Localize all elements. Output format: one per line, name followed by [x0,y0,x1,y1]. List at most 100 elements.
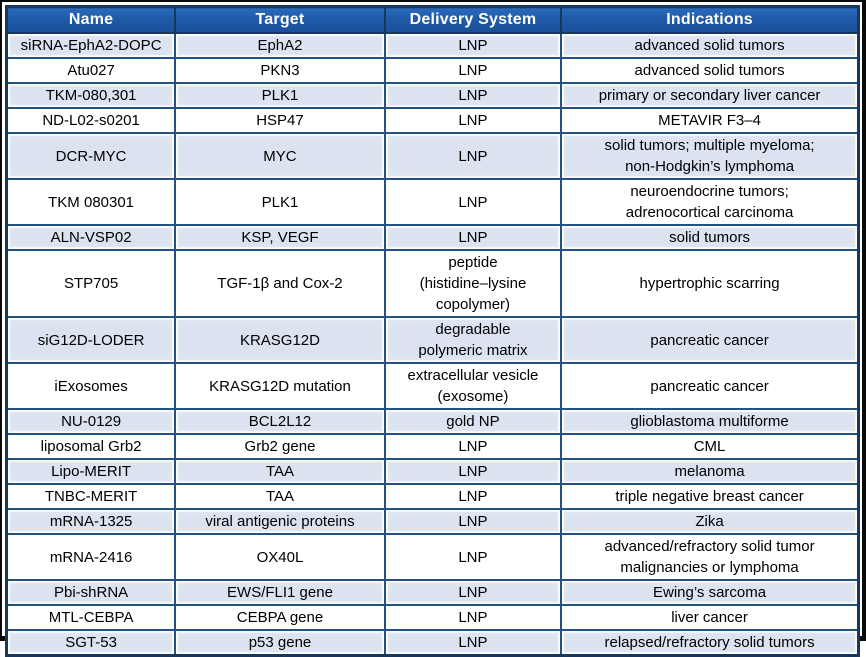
cell-delivery-text: extracellular vesicle (exosome) [386,365,560,407]
table-cell-target: TAA [174,483,386,510]
table-cell-target: Grb2 gene [174,433,386,460]
cell-delivery-text: LNP [386,582,560,603]
cell-delivery-text: gold NP [386,411,560,432]
cell-target-text: CEBPA gene [177,607,383,628]
header-row: Name Target Delivery System Indications [5,5,860,34]
table-cell-indications: advanced/refractory solid tumor malignan… [560,533,860,581]
table-cell-target: TAA [174,458,386,485]
table-cell-target: BCL2L12 [174,408,386,435]
table-cell-delivery: gold NP [383,408,563,435]
table-cell-name: STP705 [5,249,177,318]
cell-target-text: EphA2 [177,35,383,56]
table-cell-target: PLK1 [174,178,386,226]
cell-indications-text: Zika [563,511,856,532]
cell-indications-text: pancreatic cancer [563,365,856,407]
cell-delivery-text: LNP [386,85,560,106]
table-cell-target: EphA2 [174,32,386,59]
cell-target-text: PLK1 [177,181,383,223]
table-cell-target: CEBPA gene [174,604,386,631]
table-cell-target: MYC [174,132,386,180]
table-cell-name: TNBC-MERIT [5,483,177,510]
table-cell-indications: primary or secondary liver cancer [560,82,860,109]
table-cell-indications: neuroendocrine tumors; adrenocortical ca… [560,178,860,226]
table-cell-delivery: degradable polymeric matrix [383,316,563,364]
table-cell-delivery: extracellular vesicle (exosome) [383,362,563,410]
cell-delivery-text: LNP [386,511,560,532]
table-cell-delivery: LNP [383,224,563,251]
cell-target-text: PKN3 [177,60,383,81]
table-cell-target: viral antigenic proteins [174,508,386,535]
table-cell-name: siRNA-EphA2-DOPC [5,32,177,59]
cell-name-text: siRNA-EphA2-DOPC [9,35,174,56]
cell-indications-text: advanced/refractory solid tumor malignan… [563,536,856,578]
table-cell-name: TKM-080,301 [5,82,177,109]
table-cell-name: DCR-MYC [5,132,177,180]
table-cell-indications: Ewing’s sarcoma [560,579,860,606]
table-row: DCR-MYC MYC LNP solid tumors; multiple myel… [5,132,860,180]
table-row: TKM-080,301 PLK1 LNP primary or secondary l… [5,82,860,109]
cell-indications-text: CML [563,436,856,457]
cell-name-text: ALN-VSP02 [9,227,174,248]
table-cell-name: MTL-CEBPA [5,604,177,631]
cell-indications-text: advanced solid tumors [563,60,856,81]
cell-name-text: MTL-CEBPA [9,607,174,628]
cell-name-text: mRNA-2416 [9,536,174,578]
cell-indications-text: Ewing’s sarcoma [563,582,856,603]
table-cell-name: Lipo-MERIT [5,458,177,485]
table-row: TKM 080301 PLK1 LNP neuroendocrine tumors; … [5,178,860,226]
table-cell-indications: melanoma [560,458,860,485]
table-cell-name: mRNA-2416 [5,533,177,581]
table-body: siRNA-EphA2-DOPC EphA2 LNP advanced solid t… [5,32,860,657]
cell-target-text: KRASG12D mutation [177,365,383,407]
cell-name-text: liposomal Grb2 [9,436,174,457]
cell-target-text: KRASG12D [177,319,383,361]
table-row: Atu027 PKN3 LNP advanced solid tumors [5,57,860,84]
cell-indications-text: primary or secondary liver cancer [563,85,856,106]
table-cell-delivery: LNP [383,132,563,180]
table-cell-delivery: LNP [383,533,563,581]
table-row: liposomal Grb2 Grb2 gene LNP CML [5,433,860,460]
cell-indications-text: triple negative breast cancer [563,486,856,507]
table-cell-indications: glioblastoma multiforme [560,408,860,435]
table-cell-indications: liver cancer [560,604,860,631]
table-cell-delivery: peptide (histidine–lysine copolymer) [383,249,563,318]
cell-target-text: EWS/FLI1 gene [177,582,383,603]
table-cell-target: EWS/FLI1 gene [174,579,386,606]
cell-target-text: viral antigenic proteins [177,511,383,532]
cell-target-text: TGF-1β and Cox-2 [177,252,383,315]
cell-name-text: Atu027 [9,60,174,81]
cell-delivery-text: degradable polymeric matrix [386,319,560,361]
table-cell-delivery: LNP [383,629,563,657]
cell-target-text: KSP, VEGF [177,227,383,248]
table-cell-indications: METAVIR F3–4 [560,107,860,134]
cell-target-text: MYC [177,135,383,177]
cell-delivery-text: LNP [386,536,560,578]
cell-indications-text: relapsed/refractory solid tumors [563,632,856,653]
table-cell-delivery: LNP [383,579,563,606]
column-header-indications: Indications [560,5,860,34]
table-cell-indications: pancreatic cancer [560,362,860,410]
column-header-delivery: Delivery System [383,5,563,34]
table-cell-indications: relapsed/refractory solid tumors [560,629,860,657]
cell-name-text: Lipo-MERIT [9,461,174,482]
table-cell-target: TGF-1β and Cox-2 [174,249,386,318]
table-cell-name: NU-0129 [5,408,177,435]
table-cell-name: mRNA-1325 [5,508,177,535]
table-cell-name: iExosomes [5,362,177,410]
cell-name-text: Pbi-shRNA [9,582,174,603]
table-cell-target: KRASG12D [174,316,386,364]
cell-delivery-text: LNP [386,607,560,628]
cell-indications-text: solid tumors; multiple myeloma; non-Hodg… [563,135,856,177]
cell-target-text: Grb2 gene [177,436,383,457]
cell-name-text: iExosomes [9,365,174,407]
cell-name-text: DCR-MYC [9,135,174,177]
cell-target-text: OX40L [177,536,383,578]
table-row: ALN-VSP02 KSP, VEGF LNP solid tumors [5,224,860,251]
table-cell-delivery: LNP [383,483,563,510]
table-cell-delivery: LNP [383,82,563,109]
table-cell-delivery: LNP [383,458,563,485]
table-header: Name Target Delivery System Indications [5,5,860,34]
table-cell-indications: solid tumors; multiple myeloma; non-Hodg… [560,132,860,180]
cell-indications-text: melanoma [563,461,856,482]
